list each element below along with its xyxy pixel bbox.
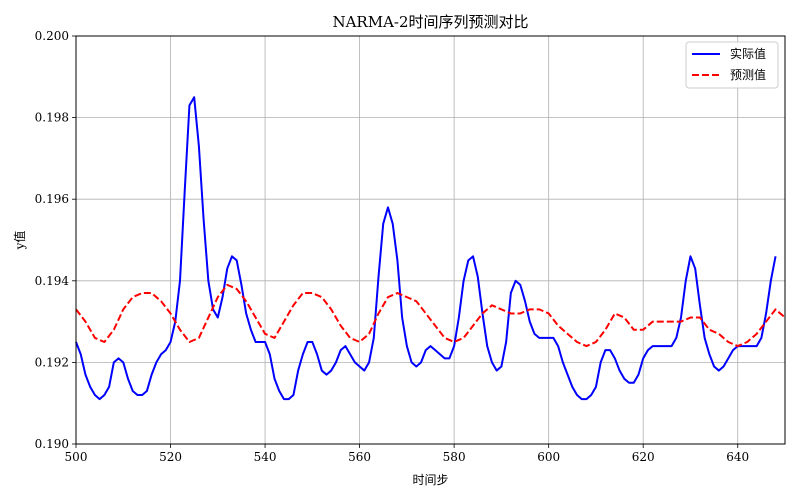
y-axis-label: y值 [12, 231, 27, 251]
legend-label-predicted: 预测值 [730, 67, 766, 82]
x-tick-label: 560 [348, 450, 371, 464]
x-tick-label: 620 [632, 450, 655, 464]
legend: 实际值 预测值 [686, 42, 778, 88]
x-tick-label: 640 [726, 450, 749, 464]
chart-title: NARMA-2时间序列预测对比 [332, 13, 528, 31]
x-axis-label: 时间步 [412, 473, 448, 487]
x-tick-label: 520 [159, 450, 182, 464]
y-tick-label: 0.190 [35, 437, 69, 451]
x-tick-label: 600 [537, 450, 560, 464]
legend-label-actual: 实际值 [730, 46, 766, 61]
y-tick-label: 0.198 [35, 111, 69, 125]
x-tick-label: 540 [254, 450, 277, 464]
y-tick-label: 0.200 [35, 29, 69, 43]
y-tick-label: 0.196 [35, 192, 69, 206]
y-tick-label: 0.192 [35, 355, 69, 369]
x-tick-label: 580 [443, 450, 466, 464]
x-tick-label: 500 [65, 450, 88, 464]
y-tick-label: 0.194 [35, 274, 70, 288]
